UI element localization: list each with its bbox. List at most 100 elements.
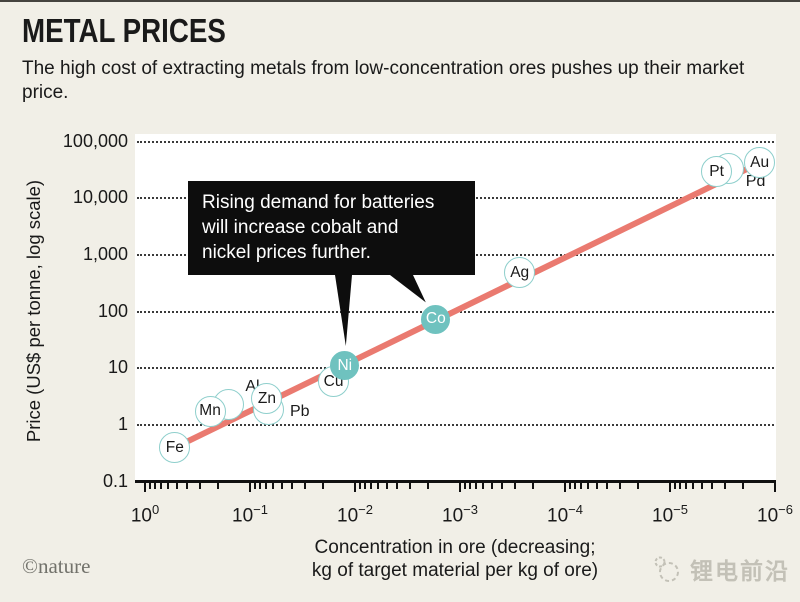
- x-minor-tick: [692, 483, 695, 489]
- x-tick-label: 10−4: [547, 502, 583, 527]
- x-minor-tick: [618, 483, 621, 489]
- x-minor-tick: [568, 483, 571, 489]
- data-point-ni: Ni: [330, 351, 360, 381]
- y-tick-label: 1: [117, 414, 128, 434]
- x-axis-title-line: kg of target material per kg of ore): [311, 560, 599, 581]
- x-minor-tick: [580, 483, 583, 489]
- annotation-callout: Rising demand for batteries will increase…: [188, 181, 475, 275]
- x-minor-tick: [482, 483, 485, 489]
- x-minor-tick: [185, 483, 188, 489]
- x-minor-tick: [490, 483, 493, 489]
- x-major-tick: [144, 483, 146, 492]
- watermark-text: 锂电前沿: [690, 558, 790, 584]
- x-minor-tick: [358, 483, 361, 489]
- x-minor-tick: [679, 483, 682, 489]
- x-minor-tick: [259, 483, 262, 489]
- x-major-tick: [669, 483, 671, 492]
- x-minor-tick: [723, 483, 726, 489]
- x-minor-tick: [637, 483, 640, 489]
- annotation-line: nickel prices further.: [202, 242, 371, 263]
- figure-logo-icon: [654, 556, 679, 582]
- x-tick-label: 10−5: [652, 502, 688, 527]
- x-tick-label: 10−6: [757, 502, 793, 527]
- x-minor-tick: [469, 483, 472, 489]
- gridline: [137, 424, 774, 426]
- x-minor-tick: [685, 483, 688, 489]
- callout-pointer-cobalt: [390, 275, 426, 303]
- x-minor-tick: [673, 483, 676, 489]
- x-minor-tick: [377, 483, 380, 489]
- data-point-au: Au: [744, 147, 776, 179]
- y-tick-label: 0.1: [102, 470, 128, 491]
- x-minor-tick: [574, 483, 577, 489]
- x-minor-tick: [408, 483, 411, 489]
- x-minor-tick: [364, 483, 367, 489]
- top-border: [0, 0, 800, 2]
- x-major-tick: [354, 483, 356, 492]
- data-point-label-pb: Pb: [290, 403, 310, 421]
- x-minor-tick: [395, 483, 398, 489]
- y-tick-label: 10,000: [72, 187, 128, 208]
- nature-credit: ©nature: [22, 554, 91, 578]
- y-tick-label: 100,000: [62, 130, 128, 151]
- x-minor-tick: [595, 483, 598, 489]
- x-minor-tick: [742, 483, 745, 489]
- data-point-mn: Mn: [194, 395, 226, 427]
- x-minor-tick: [532, 483, 535, 489]
- callout-pointer-nickel: [335, 275, 352, 346]
- x-minor-tick: [500, 483, 503, 489]
- x-minor-tick: [385, 483, 388, 489]
- x-major-tick: [774, 483, 776, 492]
- x-tick-label: 10−3: [442, 502, 478, 527]
- x-minor-tick: [280, 483, 283, 489]
- x-tick-label: 100: [130, 502, 160, 527]
- data-point-co: Co: [421, 304, 451, 334]
- annotation-line: will increase cobalt and: [202, 217, 399, 238]
- chart-title: METAL PRICES: [22, 12, 226, 49]
- x-minor-tick: [700, 483, 703, 489]
- x-minor-tick: [370, 483, 373, 489]
- x-minor-tick: [427, 483, 430, 489]
- x-minor-tick: [303, 483, 306, 489]
- x-major-tick: [249, 483, 251, 492]
- x-major-tick: [564, 483, 566, 492]
- x-axis-title: Concentration in ore (decreasing; kg of t…: [255, 536, 655, 582]
- data-point-pt: Pt: [701, 156, 733, 188]
- x-minor-tick: [154, 483, 157, 489]
- x-minor-tick: [167, 483, 170, 489]
- y-tick-label: 1,000: [82, 243, 128, 264]
- x-minor-tick: [217, 483, 220, 489]
- x-minor-tick: [290, 483, 293, 489]
- watermark: 锂电前沿: [652, 552, 790, 586]
- gridline: [137, 140, 774, 143]
- annotation-line: Rising demand for batteries: [202, 192, 435, 213]
- data-point-zn: Zn: [251, 383, 283, 415]
- x-minor-tick: [175, 483, 178, 489]
- y-tick-label: 10: [107, 357, 128, 378]
- x-minor-tick: [587, 483, 590, 489]
- x-tick-label: 10−2: [337, 502, 373, 527]
- gridline: [137, 367, 774, 370]
- x-minor-tick: [198, 483, 201, 489]
- x-minor-tick: [322, 483, 325, 489]
- x-axis-line: [135, 480, 776, 483]
- x-minor-tick: [605, 483, 608, 489]
- x-minor-tick: [463, 483, 466, 489]
- x-axis-title-line: Concentration in ore (decreasing;: [314, 537, 596, 558]
- y-axis-title: Price (US$ per tonne, log scale): [23, 179, 44, 443]
- y-tick-label: 100: [97, 300, 128, 321]
- x-major-tick: [459, 483, 461, 492]
- chart-subtitle: The high cost of extracting metals from …: [22, 58, 745, 103]
- x-minor-tick: [475, 483, 478, 489]
- x-minor-tick: [148, 483, 151, 489]
- x-minor-tick: [513, 483, 516, 489]
- x-minor-tick: [272, 483, 275, 489]
- x-tick-label: 10−1: [232, 502, 268, 527]
- x-minor-tick: [265, 483, 268, 489]
- x-minor-tick: [160, 483, 163, 489]
- data-point-ag: Ag: [504, 257, 536, 289]
- data-point-fe: Fe: [159, 432, 191, 464]
- x-minor-tick: [253, 483, 256, 489]
